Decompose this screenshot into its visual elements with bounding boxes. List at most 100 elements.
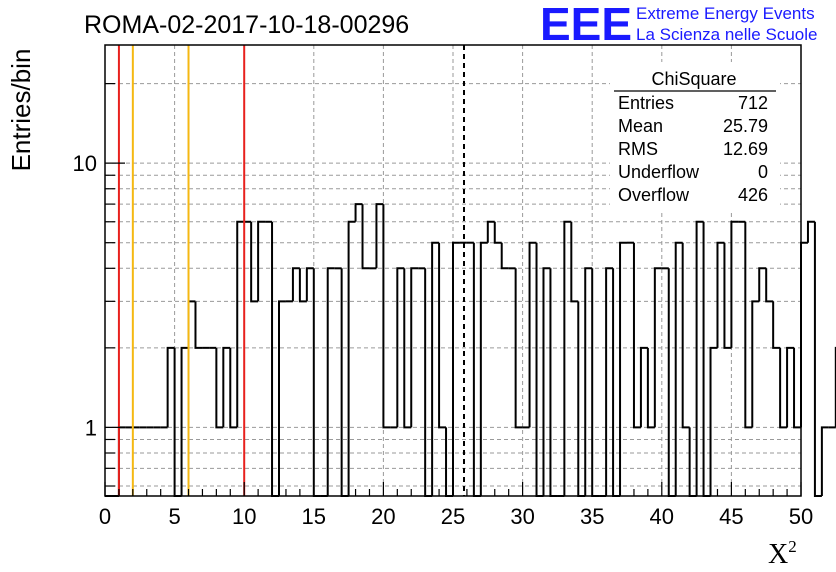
- stats-value: 0: [758, 162, 768, 182]
- histogram-bin: [577, 301, 586, 497]
- histogram-bin: [709, 346, 718, 496]
- stats-title: ChiSquare: [651, 69, 736, 89]
- histogram-bin: [542, 267, 551, 496]
- stats-box-background: [610, 62, 780, 212]
- histogram-bin: [187, 300, 196, 348]
- x-tick-label: 20: [371, 504, 395, 529]
- chart-title: ROMA-02-2017-10-18-00296: [84, 11, 409, 39]
- histogram-bin: [382, 204, 391, 429]
- histogram-bin: [305, 267, 314, 302]
- histogram-bin: [667, 268, 676, 497]
- histogram-bin: [528, 241, 537, 428]
- x-tick-label: 50: [789, 504, 813, 529]
- histogram-bin: [605, 267, 614, 496]
- histogram-bin: [257, 220, 266, 302]
- histogram-bin: [758, 267, 767, 302]
- histogram-bin: [354, 203, 363, 222]
- y-tick-label: 1: [85, 415, 97, 440]
- histogram-bin: [765, 268, 774, 303]
- stats-label: Underflow: [618, 162, 700, 182]
- histogram-bin: [493, 221, 502, 244]
- histogram-bin: [751, 300, 760, 428]
- x-tick-label: 0: [99, 504, 111, 529]
- stats-box: ChiSquare Entries 712 Mean 25.79 RMS 12.69 Und…: [610, 62, 780, 212]
- histogram-bin: [194, 301, 203, 349]
- reference-lines: [117, 45, 465, 496]
- histogram-bin: [646, 347, 655, 429]
- histogram-bin: [535, 242, 544, 497]
- histogram-bin: [424, 268, 433, 497]
- histogram-bin: [681, 242, 690, 429]
- histogram-bin: [612, 268, 621, 497]
- histogram-bin: [166, 346, 175, 428]
- x-tick-label: 40: [650, 504, 674, 529]
- x-tick-label: 45: [719, 504, 743, 529]
- axis-ticks: 0 5 10 15 20 25 30 35 40 45 50 1 10: [73, 83, 813, 529]
- histogram-bin: [570, 221, 579, 303]
- histogram-bin: [813, 221, 822, 497]
- histogram-bin: [591, 268, 600, 497]
- histogram-bin: [410, 267, 419, 428]
- histogram-bin: [361, 204, 370, 270]
- histogram-bin: [800, 241, 808, 428]
- histogram-bin: [716, 241, 725, 348]
- histogram-bin: [222, 346, 231, 428]
- x-tick-label: 30: [510, 504, 534, 529]
- histogram-bin: [173, 347, 182, 497]
- y-tick-label: 10: [73, 151, 97, 176]
- histogram-bin: [674, 241, 683, 496]
- histogram-bin: [549, 268, 558, 497]
- logo-line-1: Extreme Energy Events: [636, 4, 815, 23]
- histogram-bin: [375, 203, 384, 269]
- x-tick-label: 10: [232, 504, 256, 529]
- stats-label: Overflow: [618, 185, 690, 205]
- histogram-bin: [563, 220, 572, 496]
- histogram-bin: [500, 242, 509, 270]
- histogram-bin: [229, 347, 238, 429]
- x-tick-label: 25: [441, 504, 465, 529]
- stats-value: 25.79: [723, 116, 768, 136]
- histogram-bin: [278, 300, 286, 496]
- histogram-bin: [236, 220, 245, 428]
- histogram-bin: [271, 221, 279, 497]
- histogram-bin: [438, 242, 447, 429]
- stats-rows: Entries 712 Mean 25.79 RMS 12.69 Underflow 0 Ove…: [618, 93, 768, 205]
- stats-value: 712: [738, 93, 768, 113]
- x-axis-label: X2: [768, 537, 797, 570]
- histogram-bin: [744, 221, 753, 429]
- histogram-bin: [403, 268, 412, 429]
- histogram-bin: [431, 241, 440, 496]
- histogram-bin: [653, 267, 662, 428]
- stats-value: 12.69: [723, 139, 768, 159]
- histogram-bin: [772, 301, 781, 349]
- histogram-bin: [479, 241, 488, 496]
- histogram-bin: [250, 221, 259, 303]
- x-tick-label: 5: [168, 504, 180, 529]
- histogram-bin: [702, 221, 711, 497]
- histogram-bin: [632, 242, 641, 429]
- eee-logo-mark: EEE: [540, 0, 632, 50]
- histogram-bin: [486, 220, 495, 243]
- histogram-bin: [584, 267, 593, 496]
- histogram-bin: [786, 346, 795, 428]
- x-axis-label-base: X: [768, 539, 788, 570]
- histogram-bin: [396, 267, 405, 428]
- x-tick-label: 35: [580, 504, 604, 529]
- histogram-bin: [291, 267, 300, 302]
- histogram-bin: [452, 241, 460, 496]
- histogram-bin: [326, 267, 335, 496]
- x-axis-label-superscript: 2: [788, 537, 797, 556]
- histogram-bin: [639, 346, 648, 428]
- histogram-bin: [723, 242, 732, 349]
- histogram-bin: [298, 268, 307, 303]
- logo-line-2: La Scienza nelle Scuole: [636, 25, 817, 44]
- histogram-bin: [340, 268, 349, 497]
- histogram-bars: [105, 203, 836, 497]
- histogram-bin: [806, 220, 815, 243]
- eee-logo: EEE Extreme Energy Events La Scienza nel…: [540, 0, 817, 50]
- histogram-bin: [312, 268, 321, 497]
- stats-label: RMS: [618, 139, 658, 159]
- histogram-bin: [514, 268, 523, 429]
- histogram-bin: [793, 347, 801, 429]
